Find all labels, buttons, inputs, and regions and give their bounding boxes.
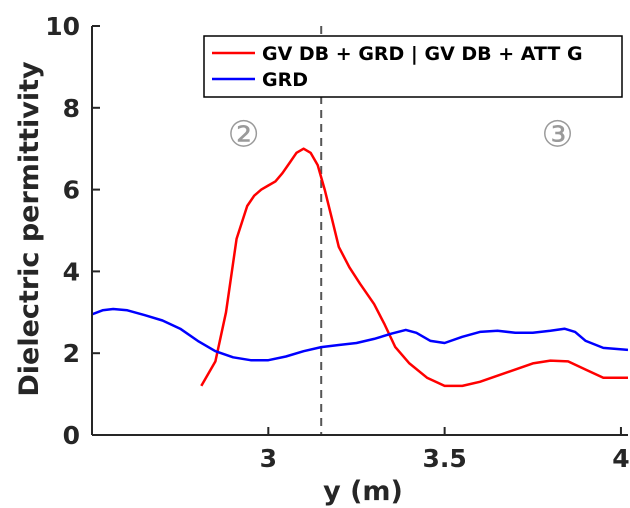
y-tick-label: 10 bbox=[45, 12, 80, 41]
legend: GV DB + GRD | GV DB + ATT G GRD bbox=[203, 35, 623, 98]
y-tick-label: 4 bbox=[63, 257, 80, 286]
zone-label-2: ③ bbox=[541, 115, 573, 156]
legend-label-series-1: GV DB + GRD | GV DB + ATT G bbox=[262, 43, 583, 65]
x-tick-label: 3.5 bbox=[422, 444, 466, 473]
y-tick-label: 6 bbox=[63, 176, 80, 205]
axes: 3 3.5 4 0 2 4 6 8 10 bbox=[45, 12, 629, 473]
y-tick-label: 0 bbox=[63, 421, 80, 450]
y-tick-label: 8 bbox=[63, 94, 80, 123]
y-axis-label: Dielectric permittivity bbox=[14, 61, 45, 397]
x-axis-label: y (m) bbox=[323, 476, 403, 507]
x-tick-label: 4 bbox=[612, 444, 629, 473]
series-line-2 bbox=[92, 307, 628, 362]
legend-box bbox=[203, 35, 623, 98]
x-tick-label: 3 bbox=[260, 444, 277, 473]
y-tick-label: 2 bbox=[63, 339, 80, 368]
series-line-1 bbox=[200, 147, 628, 388]
legend-label-series-2: GRD bbox=[262, 69, 308, 91]
zone-label-1: ② bbox=[227, 115, 259, 156]
